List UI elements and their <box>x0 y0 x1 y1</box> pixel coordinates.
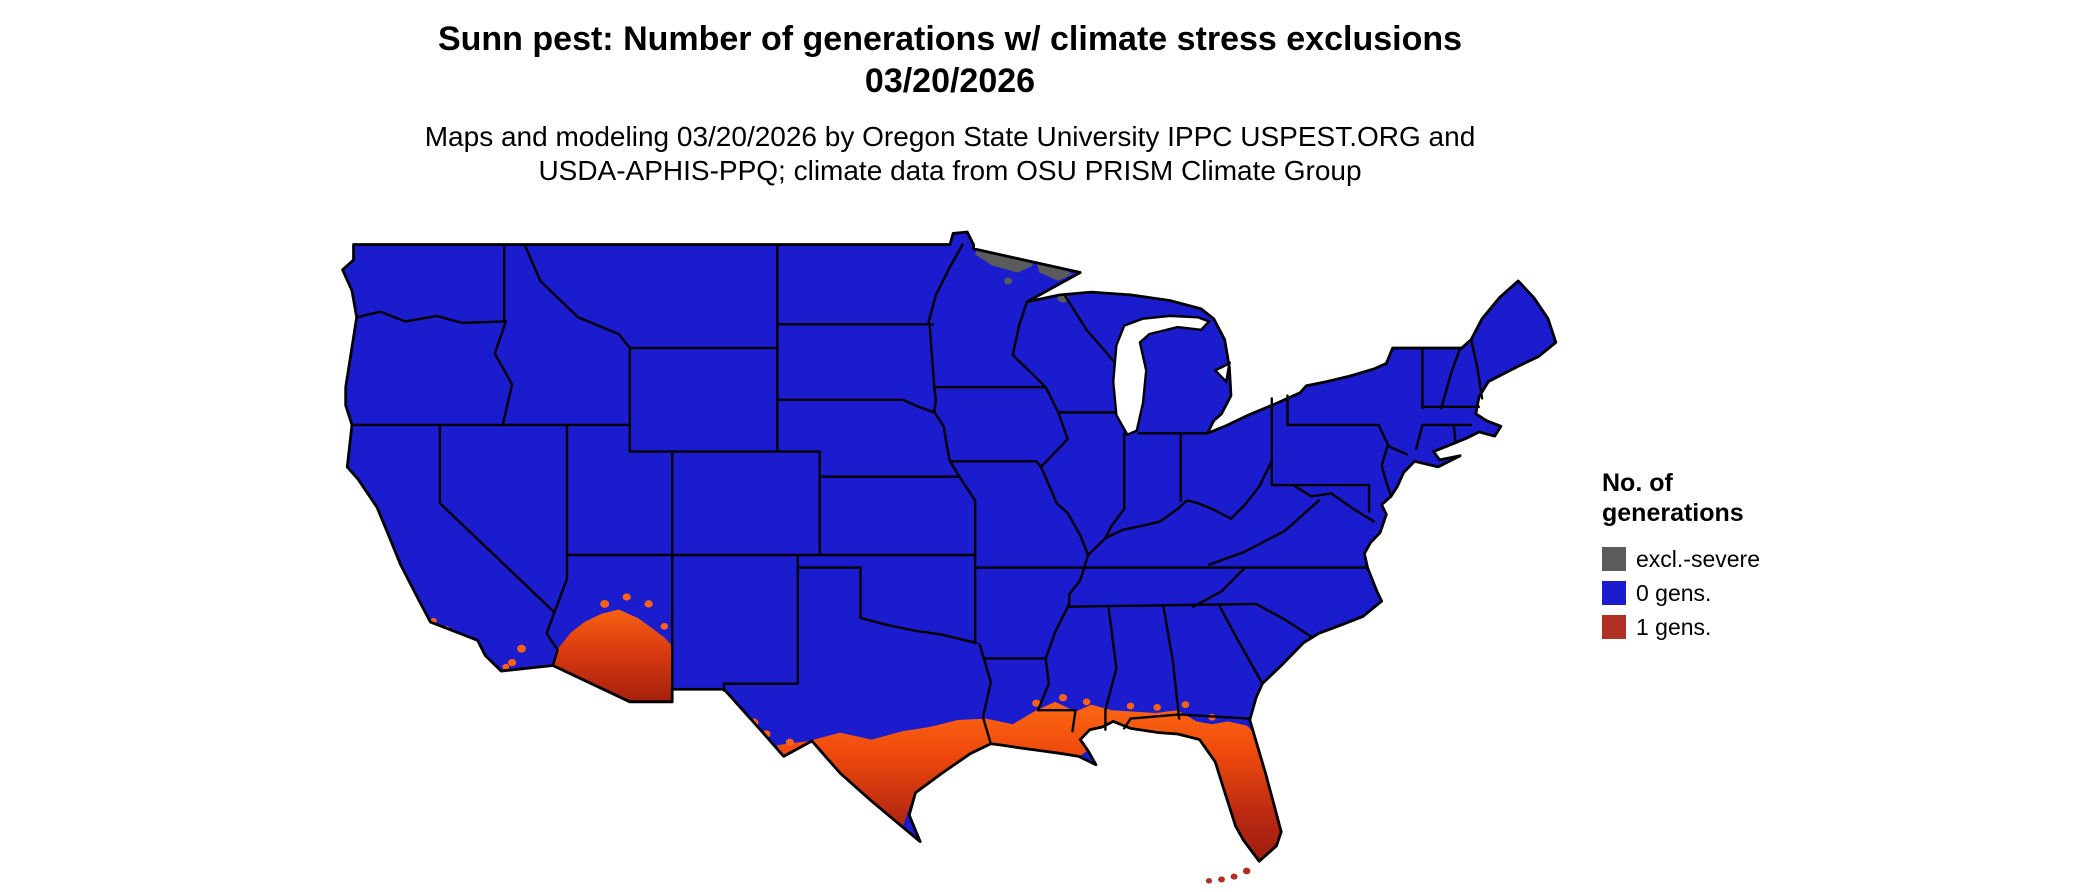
page-title: Sunn pest: Number of generations w/ clim… <box>437 20 1463 58</box>
subtitle: Maps and modeling 03/20/2026 by Oregon S… <box>0 120 1900 188</box>
legend-label-excl-severe: excl.-severe <box>1636 545 1760 572</box>
state-borders <box>352 245 1482 744</box>
us-landmass-zero-gens <box>342 231 1556 862</box>
legend-label-1-gens: 1 gens. <box>1636 613 1712 640</box>
header: Sunn pest: Number of generations w/ clim… <box>0 18 1900 188</box>
legend-title-line-2: generations <box>1602 499 1744 527</box>
legend-swatch-excl-severe <box>1602 547 1626 571</box>
lake-michigan <box>1113 316 1209 435</box>
us-map <box>330 225 1570 884</box>
us-outline <box>343 232 1556 861</box>
legend-label-0-gens: 0 gens. <box>1636 579 1712 606</box>
subtitle-line-2: USDA-APHIS-PPQ; climate data from OSU PR… <box>538 155 1362 186</box>
florida-keys-dots <box>1205 867 1251 884</box>
subtitle-line-1: Maps and modeling 03/20/2026 by Oregon S… <box>424 121 1476 152</box>
legend-item-1-gens: 1 gens. <box>1602 610 1862 644</box>
saginaw-bay <box>1215 363 1229 381</box>
legend-item-excl-severe: excl.-severe <box>1602 542 1862 576</box>
legend-item-0-gens: 0 gens. <box>1602 576 1862 610</box>
legend-swatch-1-gens <box>1602 615 1626 639</box>
legend: No. of generations excl.-severe 0 gens. … <box>1602 468 1862 644</box>
legend-swatch-0-gens <box>1602 581 1626 605</box>
legend-items: excl.-severe 0 gens. 1 gens. <box>1602 542 1862 644</box>
page-title-date: 03/20/2026 <box>864 62 1036 100</box>
legend-title-line-1: No. of <box>1602 469 1673 497</box>
